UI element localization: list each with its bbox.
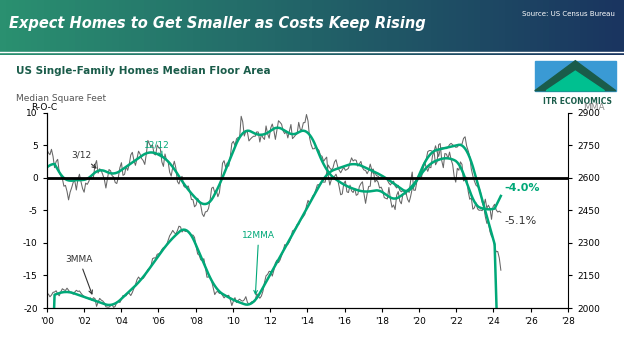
Text: Median Square Feet: Median Square Feet xyxy=(16,94,105,103)
Text: MMA: MMA xyxy=(583,103,605,112)
Text: 12/12: 12/12 xyxy=(144,141,169,155)
Text: -4.0%: -4.0% xyxy=(505,183,540,193)
Text: Expect Homes to Get Smaller as Costs Keep Rising: Expect Homes to Get Smaller as Costs Kee… xyxy=(9,16,426,30)
Text: 12MMA: 12MMA xyxy=(242,231,275,294)
Text: US Single-Family Homes Median Floor Area: US Single-Family Homes Median Floor Area xyxy=(16,66,270,76)
Text: R-O-C: R-O-C xyxy=(31,103,57,112)
Polygon shape xyxy=(535,61,616,91)
Text: Source: US Census Bureau: Source: US Census Bureau xyxy=(522,11,615,17)
Text: 3MMA: 3MMA xyxy=(66,255,93,294)
Text: 3/12: 3/12 xyxy=(71,150,96,168)
Polygon shape xyxy=(546,71,605,91)
Text: ITR ECONOMICS: ITR ECONOMICS xyxy=(543,97,612,106)
Text: -5.1%: -5.1% xyxy=(505,216,537,226)
FancyBboxPatch shape xyxy=(535,61,616,91)
